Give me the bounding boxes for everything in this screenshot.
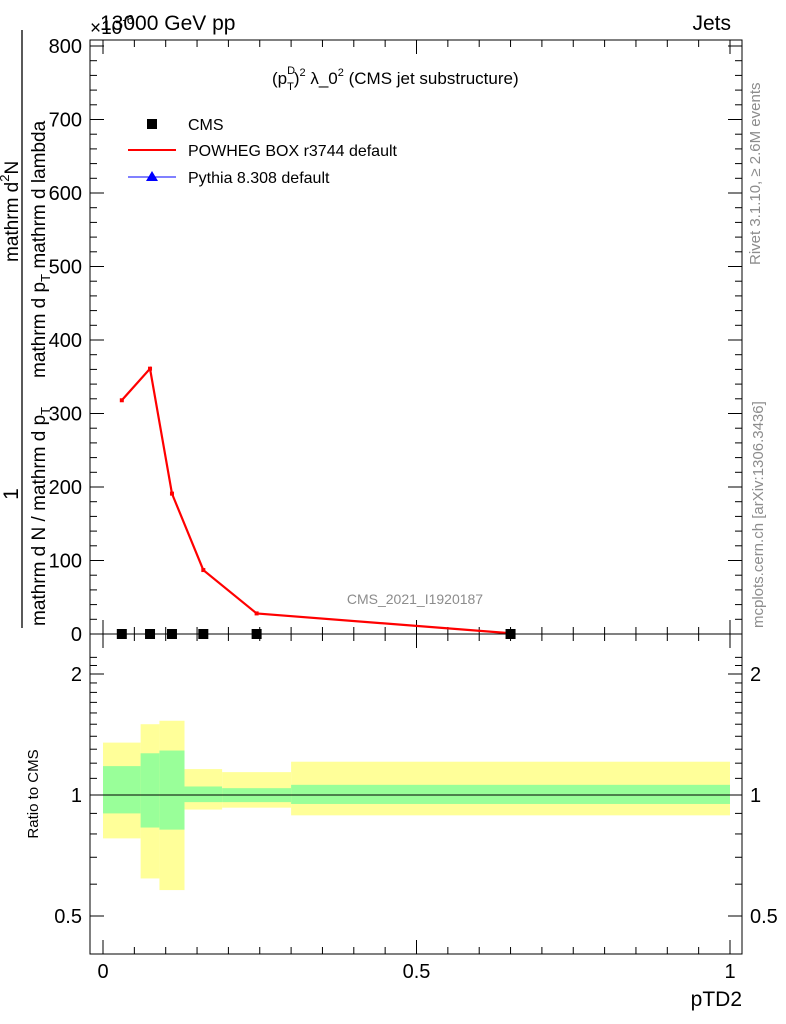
title-pre: (p <box>272 69 287 88</box>
ratio-y-tick-label: 1 <box>71 785 82 807</box>
powheg-point <box>201 568 206 573</box>
ratio-band-inner <box>291 784 730 804</box>
ratio-y-tick-label: 2 <box>71 664 82 686</box>
energy-label: 13000 GeV pp <box>100 12 235 35</box>
legend-label-powheg: POWHEG BOX r3744 default <box>188 143 398 160</box>
powheg-point <box>119 398 124 403</box>
powheg-point <box>254 611 259 616</box>
x-tick-label: 0 <box>97 961 108 983</box>
main-y-tick-label: 100 <box>49 551 82 573</box>
scale-factor-exponent: -6 <box>122 12 134 27</box>
ylabel-denominator: mathrm d N / mathrm d pT <box>29 407 53 626</box>
title-sup-3: 2 <box>338 67 344 79</box>
x-tick-label: 1 <box>724 961 735 983</box>
main-plot: 0 100 200 300 400 500 600 700 800 CMS_2021_I1920… <box>49 36 743 646</box>
ratio-y-ticks: 0.5 0.5 1 1 2 2 <box>54 656 778 928</box>
scale-factor-base: ×10 <box>90 18 122 39</box>
process-label: Jets <box>692 12 731 35</box>
main-y-tick-label: 600 <box>49 183 82 205</box>
main-y-tick-label: 700 <box>49 110 82 132</box>
ylabel-num2-b: mathrm d lambda <box>29 120 50 274</box>
ylabel-num-tail: N <box>2 161 23 175</box>
title-close: ) <box>294 69 300 88</box>
ratio-plot: 0.5 0.51 12 2 0 0.5 1 Ratio to CMS pTD2 <box>25 633 778 1011</box>
main-y-tick-label: 300 <box>49 404 82 426</box>
title-sup-d: D <box>287 65 295 77</box>
ratio-band-inner <box>184 786 223 803</box>
title-sub-t: T <box>287 81 294 93</box>
powheg-point <box>148 366 153 371</box>
rivet-label: Rivet 3.1.10, ≥ 2.6M events <box>747 83 764 266</box>
ratio-x-ticks: 0 0.5 1 <box>97 634 736 983</box>
main-y-tick-label: 800 <box>49 36 82 58</box>
main-y-ticks: 0 100 200 300 400 500 600 700 800 <box>49 36 742 646</box>
title-mid: λ_0 <box>306 69 338 88</box>
ylabel-numerator-1: mathrm d2N <box>0 161 23 262</box>
main-x-ticks <box>102 40 731 634</box>
legend-label-cms: CMS <box>188 117 224 134</box>
ylabel-den-sub: T <box>38 407 53 415</box>
ratio-y-axis-label: Ratio to CMS <box>25 749 42 838</box>
ratio-band-inner <box>140 753 160 828</box>
legend-label-pythia: Pythia 8.308 default <box>188 170 330 187</box>
legend: CMS POWHEG BOX r3744 default Pythia 8.30… <box>128 117 398 187</box>
main-y-tick-label: 500 <box>49 257 82 279</box>
ratio-bands <box>103 720 730 891</box>
legend-marker-pythia <box>146 171 158 181</box>
x-axis-label: pTD2 <box>691 988 742 1011</box>
main-y-tick-label: 0 <box>71 624 82 646</box>
title-sup-2: 2 <box>299 67 305 79</box>
ratio-y-tick-label-right: 1 <box>750 785 761 807</box>
main-y-tick-label: 400 <box>49 330 82 352</box>
powheg-point <box>169 491 174 496</box>
ratio-y-tick-label: 0.5 <box>54 906 82 928</box>
ratio-y-tick-label-right: 0.5 <box>750 906 778 928</box>
legend-marker-cms <box>147 119 157 129</box>
ratio-band-inner <box>159 750 185 830</box>
ratio-y-tick-label-right: 2 <box>750 664 761 686</box>
ylabel-den-main: mathrm d N / mathrm d p <box>29 415 50 626</box>
ylabel-num2-a: mathrm d p <box>29 282 50 378</box>
main-y-tick-label: 200 <box>49 477 82 499</box>
ylabel-num-main: mathrm d <box>2 182 23 262</box>
chart-title: (pD T)2 λ_02 (CMS jet substructure) <box>272 65 519 93</box>
powheg-line <box>120 366 511 635</box>
main-y-axis-label: 1 mathrm d N / mathrm d pT mathrm d2N ma… <box>0 30 53 628</box>
title-post: (CMS jet substructure) <box>344 69 519 88</box>
watermark: CMS_2021_I1920187 <box>347 591 483 607</box>
ratio-band-inner <box>103 766 141 814</box>
ylabel-numerator-2: mathrm d pT mathrm d lambda <box>29 120 53 378</box>
ylabel-num-sup: 2 <box>0 175 12 182</box>
mcplots-label: mcplots.cern.ch [arXiv:1306.3436] <box>750 401 767 628</box>
scale-factor-label: ×10-6 <box>90 12 134 39</box>
ylabel-num2-sub: T <box>38 274 53 282</box>
x-tick-label: 0.5 <box>403 961 431 983</box>
ylabel-one: 1 <box>0 488 23 500</box>
